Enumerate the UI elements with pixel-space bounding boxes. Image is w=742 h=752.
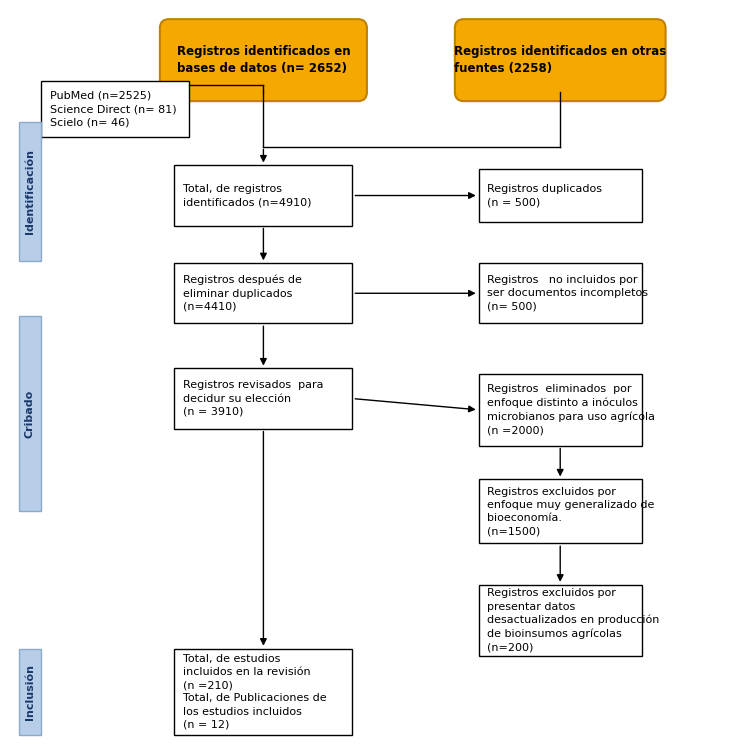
FancyBboxPatch shape [19,316,41,511]
Text: Inclusión: Inclusión [24,664,35,720]
Text: Registros   no incluidos por
ser documentos incompletos
(n= 500): Registros no incluidos por ser documento… [487,275,649,311]
FancyBboxPatch shape [479,585,642,656]
FancyBboxPatch shape [19,648,41,735]
Text: PubMed (n=2525)
Science Direct (n= 81)
Scielo (n= 46): PubMed (n=2525) Science Direct (n= 81) S… [50,91,177,127]
FancyBboxPatch shape [174,165,352,226]
Text: Registros excluidos por
presentar datos
desactualizados en producción
de bioinsu: Registros excluidos por presentar datos … [487,588,660,653]
Text: Identificación: Identificación [24,149,35,235]
FancyBboxPatch shape [455,19,666,102]
Text: Registros excluidos por
enfoque muy generalizado de
bioeconomía.
(n=1500): Registros excluidos por enfoque muy gene… [487,487,655,536]
Text: Registros duplicados
(n = 500): Registros duplicados (n = 500) [487,184,603,207]
FancyBboxPatch shape [479,169,642,222]
FancyBboxPatch shape [174,648,352,735]
FancyBboxPatch shape [174,263,352,323]
Text: Registros identificados en
bases de datos (n= 2652): Registros identificados en bases de dato… [177,45,350,75]
Text: Registros  eliminados  por
enfoque distinto a inóculos
microbianos para uso agrí: Registros eliminados por enfoque distint… [487,384,655,435]
FancyBboxPatch shape [479,480,642,543]
FancyBboxPatch shape [41,81,189,137]
FancyBboxPatch shape [174,368,352,429]
Text: Registros revisados  para
decidur su elección
(n = 3910): Registros revisados para decidur su elec… [183,381,324,417]
FancyBboxPatch shape [479,374,642,445]
FancyBboxPatch shape [19,123,41,262]
FancyBboxPatch shape [160,19,367,102]
FancyBboxPatch shape [479,263,642,323]
Text: Registros identificados en otras
fuentes (2258): Registros identificados en otras fuentes… [454,45,666,75]
Text: Total, de estudios
incluidos en la revisión
(n =210)
Total, de Publicaciones de
: Total, de estudios incluidos en la revis… [183,653,327,730]
Text: Registros después de
eliminar duplicados
(n=4410): Registros después de eliminar duplicados… [183,274,302,312]
Text: Cribado: Cribado [24,390,35,438]
Text: Total, de registros
identificados (n=4910): Total, de registros identificados (n=491… [183,184,312,207]
